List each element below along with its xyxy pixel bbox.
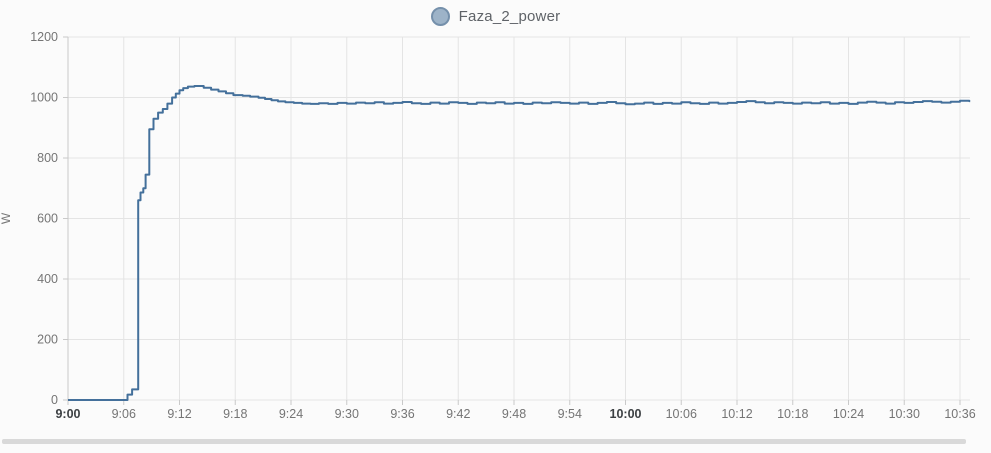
x-tick-label: 9:36 xyxy=(390,407,414,421)
x-tick-label: 10:12 xyxy=(721,407,752,421)
x-tick-label: 9:12 xyxy=(167,407,191,421)
x-tick-label: 10:30 xyxy=(889,407,920,421)
y-tick-label: 1200 xyxy=(30,30,58,44)
x-tick-label: 9:00 xyxy=(55,407,80,421)
y-tick-label: 800 xyxy=(37,151,58,165)
legend[interactable]: Faza_2_power xyxy=(0,4,991,28)
y-tick-label: 600 xyxy=(37,212,58,226)
legend-label: Faza_2_power xyxy=(458,7,561,25)
x-tick-label: 9:42 xyxy=(446,407,470,421)
x-tick-label: 9:48 xyxy=(502,407,526,421)
y-tick-label: 1000 xyxy=(30,91,58,105)
y-tick-label: 200 xyxy=(37,333,58,347)
legend-marker-icon xyxy=(430,6,450,26)
x-tick-label: 9:06 xyxy=(112,407,136,421)
y-tick-label: 400 xyxy=(37,272,58,286)
power-line-chart: 0 200 400 600 800 1000 1200 9:00 9:06 9:12 9:18 9:2… xyxy=(0,30,976,421)
series-line-faza-2-power xyxy=(68,85,971,401)
x-tick-label: 9:30 xyxy=(335,407,359,421)
x-tick-label: 9:54 xyxy=(558,407,582,421)
y-tick-label: 0 xyxy=(51,393,58,407)
x-tick-label: 10:36 xyxy=(944,407,975,421)
horizontal-scrollbar[interactable] xyxy=(2,439,966,444)
y-axis-title: W xyxy=(0,212,13,224)
x-tick-label: 10:24 xyxy=(833,407,864,421)
x-tick-label: 10:00 xyxy=(610,407,642,421)
x-tick-label: 9:24 xyxy=(279,407,303,421)
x-tick-label: 9:18 xyxy=(223,407,247,421)
x-tick-label: 10:18 xyxy=(777,407,808,421)
x-tick-label: 10:06 xyxy=(666,407,697,421)
